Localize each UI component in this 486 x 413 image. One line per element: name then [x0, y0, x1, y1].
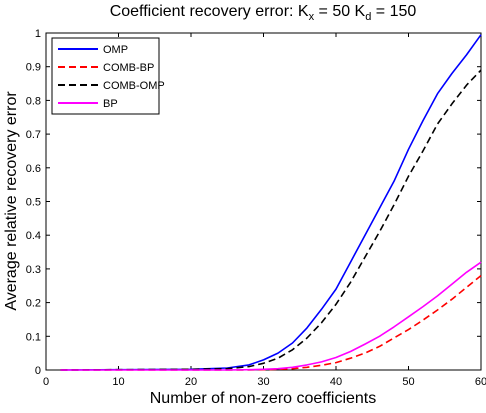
y-tick-label: 1	[35, 28, 41, 40]
y-tick-label: 0.1	[26, 331, 41, 343]
legend-label-comb-omp: COMB-OMP	[103, 80, 165, 92]
y-tick-label: 0.8	[26, 95, 41, 107]
y-tick-label: 0.9	[26, 62, 41, 74]
legend-label-bp: BP	[103, 98, 118, 110]
chart-title-mid: = 50 K	[314, 3, 365, 20]
x-tick-label: 50	[402, 376, 414, 388]
chart-title-main: Coefficient recovery error: K	[110, 3, 309, 20]
y-axis-label: Average relative recovery error	[3, 91, 20, 311]
chart-title-sub-d: d	[365, 11, 371, 23]
x-tick-label: 0	[43, 376, 49, 388]
y-tick-label: 0.2	[26, 298, 41, 310]
legend-label-omp: OMP	[103, 44, 128, 56]
x-tick-label: 60	[475, 376, 486, 388]
x-tick-label: 10	[112, 376, 124, 388]
x-tick-label: 40	[330, 376, 342, 388]
chart-title-end: = 150	[371, 3, 416, 20]
chart-title-sub-x: x	[309, 11, 315, 23]
x-tick-label: 20	[185, 376, 197, 388]
chart-title: Coefficient recovery error: Kx = 50 Kd =…	[110, 3, 417, 23]
series-line-omp	[60, 34, 482, 371]
series-line-comb-omp	[60, 69, 482, 371]
y-tick-label: 0.3	[26, 264, 41, 276]
series-layer	[60, 34, 482, 371]
y-tick-label: 0	[35, 365, 41, 377]
legend-box	[51, 37, 160, 115]
x-tick-label: 30	[257, 376, 269, 388]
y-tick-label: 0.6	[26, 163, 41, 175]
legend: OMP COMB-BP COMB-OMP BP	[51, 37, 165, 115]
x-axis-label: Number of non-zero coefficients	[150, 390, 376, 407]
series-line-comb-bp	[60, 274, 482, 371]
legend-label-comb-bp: COMB-BP	[103, 62, 154, 74]
y-tick-label: 0.7	[26, 129, 41, 141]
series-line-bp	[60, 261, 482, 371]
y-tick-label: 0.5	[26, 197, 41, 209]
y-tick-label: 0.4	[26, 230, 41, 242]
